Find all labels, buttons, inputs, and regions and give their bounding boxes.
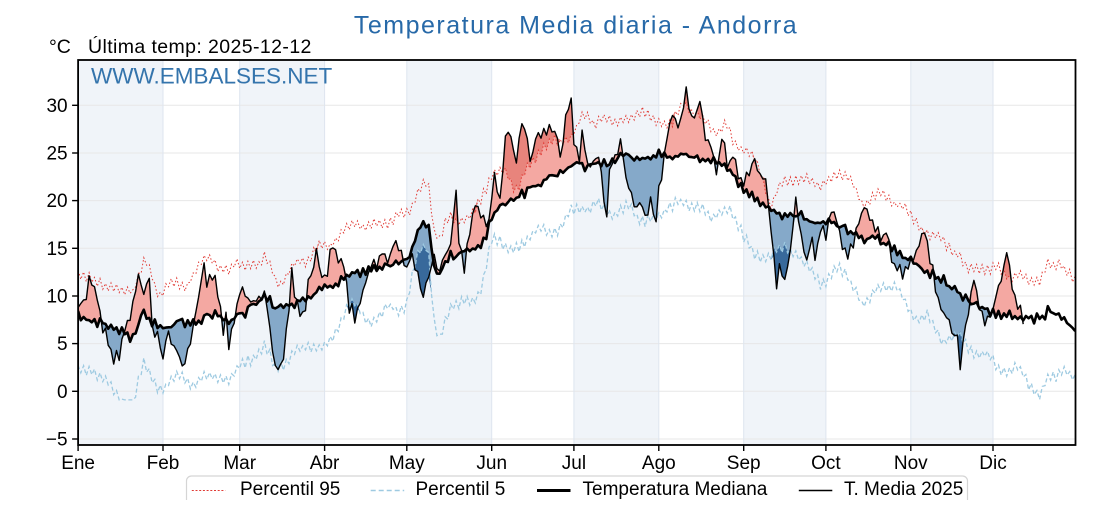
svg-text:Nov: Nov	[894, 453, 928, 474]
svg-text:T. Media 2025: T. Media 2025	[844, 479, 963, 500]
svg-text:Sep: Sep	[727, 453, 761, 474]
svg-text:Temperatura Mediana: Temperatura Mediana	[583, 479, 768, 500]
svg-text:Percentil 5: Percentil 5	[416, 479, 506, 500]
svg-text:Feb: Feb	[147, 453, 180, 474]
svg-text:10: 10	[46, 287, 67, 308]
svg-text:Última temp: 2025-12-12: Última temp: 2025-12-12	[88, 35, 312, 58]
svg-text:Percentil 95: Percentil 95	[240, 479, 340, 500]
svg-text:5: 5	[57, 334, 68, 355]
svg-text:Temperatura Media diaria - And: Temperatura Media diaria - Andorra	[354, 12, 798, 40]
svg-text:Ago: Ago	[642, 453, 676, 474]
svg-text:Abr: Abr	[310, 453, 340, 474]
svg-text:°C: °C	[49, 36, 71, 58]
svg-text:Jun: Jun	[476, 453, 507, 474]
svg-text:30: 30	[46, 96, 67, 117]
svg-text:−5: −5	[46, 430, 68, 451]
svg-text:Mar: Mar	[223, 453, 256, 474]
svg-text:15: 15	[46, 239, 67, 260]
svg-text:25: 25	[46, 144, 67, 165]
svg-text:Ene: Ene	[61, 453, 95, 474]
svg-text:WWW.EMBALSES.NET: WWW.EMBALSES.NET	[91, 64, 333, 89]
svg-text:Jul: Jul	[562, 453, 586, 474]
svg-text:Oct: Oct	[811, 453, 841, 474]
svg-text:Dic: Dic	[979, 453, 1006, 474]
svg-text:0: 0	[57, 382, 68, 403]
svg-text:May: May	[389, 453, 425, 474]
svg-text:20: 20	[46, 191, 67, 212]
